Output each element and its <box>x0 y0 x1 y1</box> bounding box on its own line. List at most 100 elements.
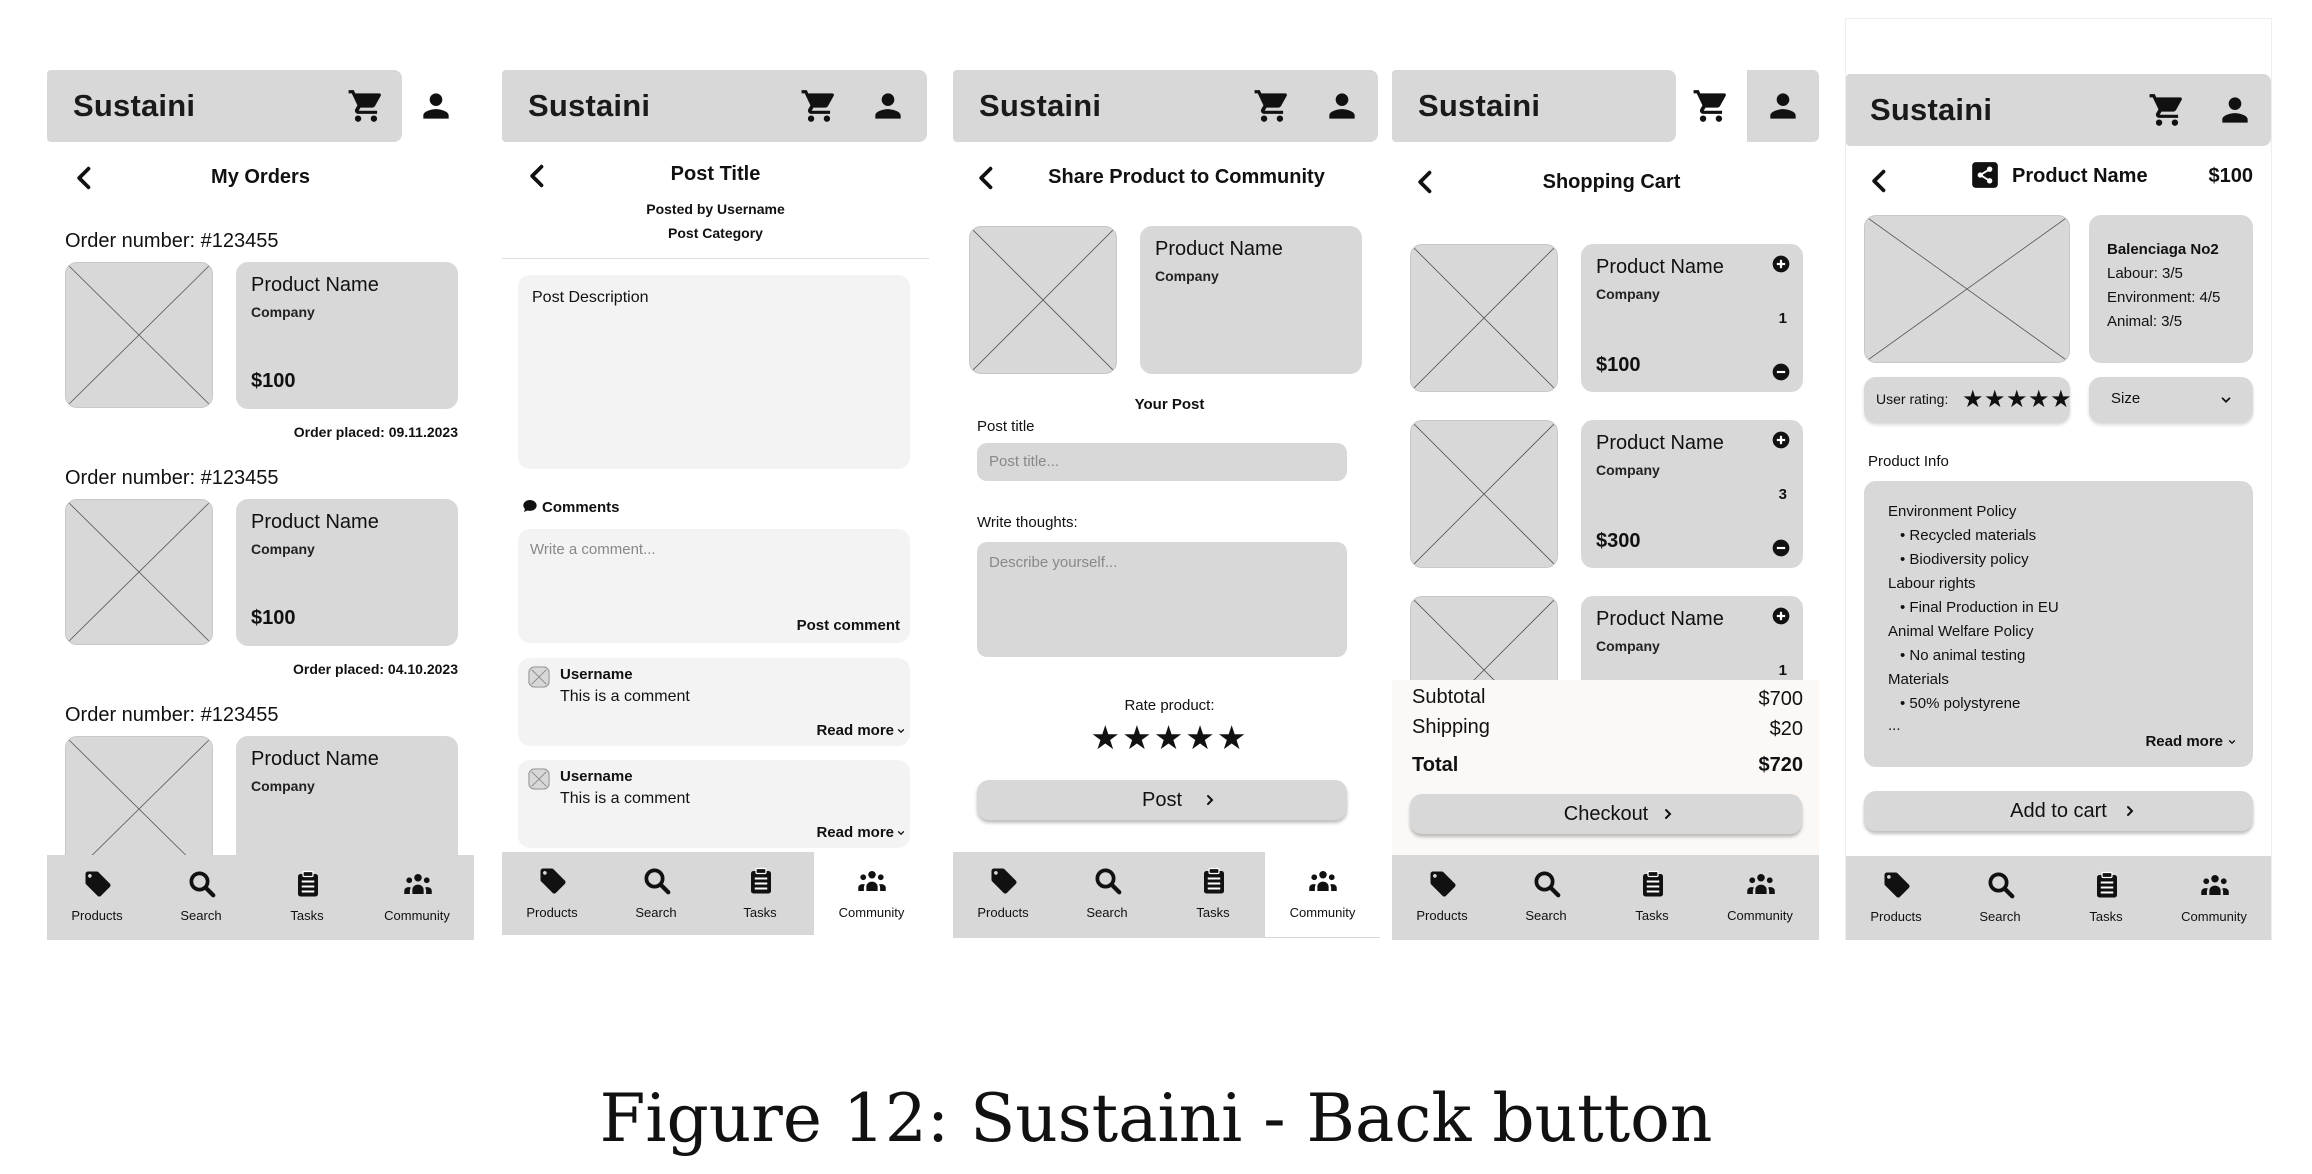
user-icon[interactable] <box>1764 87 1802 125</box>
tag-icon <box>989 866 1019 896</box>
cart-summary: Subtotal $700 Shipping $20 Total $720 Ch… <box>1392 680 1819 855</box>
page-title: My Orders <box>211 166 310 188</box>
size-dropdown[interactable]: Size <box>2089 377 2253 423</box>
product-price: $100 <box>2208 165 2254 187</box>
product-image-placeholder <box>1410 244 1558 392</box>
post-title-label: Post title <box>977 418 1035 435</box>
user-icon[interactable] <box>1323 87 1361 125</box>
order-product-card[interactable]: Product Name Company $100 <box>236 262 458 409</box>
nav-tasks[interactable]: Tasks <box>257 855 357 940</box>
brand-logo[interactable]: Sustaini <box>979 88 1102 123</box>
cart-icon[interactable] <box>1692 87 1730 125</box>
nav-products[interactable]: Products <box>953 852 1053 937</box>
brand-logo[interactable]: Sustaini <box>528 88 651 123</box>
plus-icon[interactable] <box>1771 606 1791 626</box>
screen-my-orders: Sustaini My Orders Order number: #123455… <box>47 18 474 940</box>
user-rating: User rating: ★★★★★ <box>1864 377 2073 423</box>
nav-products[interactable]: Products <box>47 855 147 940</box>
cart-item-card: Product Name Company $100 1 <box>1581 244 1803 392</box>
nav-community[interactable]: Community <box>2164 856 2264 940</box>
comment-input[interactable]: Write a comment... Post comment <box>518 529 910 643</box>
tag-icon <box>1428 869 1458 899</box>
nav-tasks[interactable]: Tasks <box>2056 856 2156 940</box>
product-name-title: Product Name <box>2012 165 2148 187</box>
brand-logo[interactable]: Sustaini <box>1870 92 1993 127</box>
share-icon[interactable] <box>1971 161 1999 189</box>
user-icon[interactable] <box>869 87 907 125</box>
read-more-link[interactable]: Read more <box>816 824 894 841</box>
total-value: $720 <box>1758 754 1804 776</box>
cart-icon[interactable] <box>2148 91 2186 129</box>
product-image-placeholder <box>65 499 213 645</box>
nav-tasks[interactable]: Tasks <box>1602 855 1702 940</box>
post-title-input[interactable]: Post title... <box>977 443 1347 481</box>
search-icon <box>642 866 672 896</box>
avatar <box>528 768 550 790</box>
add-to-cart-button[interactable]: Add to cart <box>1864 791 2253 831</box>
thoughts-textarea[interactable]: Describe yourself... <box>977 542 1347 657</box>
brand-logo[interactable]: Sustaini <box>1418 88 1541 123</box>
product-image-placeholder <box>1864 215 2070 363</box>
nav-products[interactable]: Products <box>1846 856 1946 940</box>
nav-products[interactable]: Products <box>1392 855 1492 940</box>
nav-search[interactable]: Search <box>151 855 251 940</box>
checkout-button[interactable]: Checkout <box>1410 794 1802 834</box>
screen-share-product: Sustaini Share Product to Community Prod… <box>953 18 1380 940</box>
product-info-box: Environment Policy • Recycled materials … <box>1864 481 2253 767</box>
top-bar: Sustaini <box>1846 74 2271 146</box>
minus-icon[interactable] <box>1771 362 1791 382</box>
figure-caption: Figure 12: Sustaini - Back button <box>599 1080 1713 1157</box>
search-icon <box>1093 866 1123 896</box>
chevron-right-icon <box>1202 792 1218 808</box>
nav-products[interactable]: Products <box>502 852 602 937</box>
post-button[interactable]: Post <box>977 780 1347 820</box>
nav-community[interactable]: Community <box>1265 852 1380 937</box>
nav-community[interactable]: Community <box>1710 855 1810 940</box>
cart-icon[interactable] <box>800 87 838 125</box>
community-icon <box>2200 870 2230 900</box>
nav-tasks[interactable]: Tasks <box>1163 852 1263 937</box>
order-number: Order number: #123455 <box>65 467 279 489</box>
nav-search[interactable]: Search <box>606 852 706 937</box>
community-icon <box>403 869 433 899</box>
order-product-card[interactable]: Product Name Company $100 <box>236 499 458 646</box>
tag-icon <box>1882 870 1912 900</box>
top-bar: Sustaini <box>953 70 1380 142</box>
plus-icon[interactable] <box>1771 254 1791 274</box>
nav-search[interactable]: Search <box>1950 856 2050 940</box>
brand-logo[interactable]: Sustaini <box>73 88 196 123</box>
cart-icon[interactable] <box>1253 87 1291 125</box>
rating-stars: ★★★★★ <box>1962 386 2073 413</box>
product-image-placeholder <box>1410 420 1558 568</box>
bottom-nav: Products Search Tasks Community <box>47 855 474 940</box>
search-icon <box>1986 870 2016 900</box>
chevron-down-icon <box>2227 737 2237 747</box>
clipboard-icon <box>2092 870 2122 900</box>
clipboard-icon <box>746 866 776 896</box>
post-comment-button[interactable]: Post comment <box>796 617 900 634</box>
back-button-icon[interactable] <box>1866 165 1894 197</box>
minus-icon[interactable] <box>1771 538 1791 558</box>
plus-icon[interactable] <box>1771 430 1791 450</box>
bottom-nav: Products Search Tasks Community <box>502 852 929 937</box>
comments-label: Comments <box>542 499 620 516</box>
tag-icon <box>538 866 568 896</box>
read-more-link[interactable]: Read more <box>2145 733 2223 750</box>
nav-search[interactable]: Search <box>1057 852 1157 937</box>
read-more-link[interactable]: Read more <box>816 722 894 739</box>
chevron-down-icon <box>896 828 906 838</box>
user-icon[interactable] <box>2216 91 2254 129</box>
nav-tasks[interactable]: Tasks <box>710 852 810 937</box>
screen-post: Sustaini Post Title Posted by Username P… <box>502 18 929 940</box>
rate-label: Rate product: <box>1124 697 1215 714</box>
community-icon <box>1308 866 1338 896</box>
quantity: 3 <box>1778 486 1787 503</box>
cart-icon[interactable] <box>347 87 385 125</box>
star-rating-input[interactable]: ★★★★★ <box>1090 719 1249 756</box>
nav-search[interactable]: Search <box>1496 855 1596 940</box>
user-icon[interactable] <box>417 87 455 125</box>
post-author[interactable]: Posted by Username <box>646 201 785 217</box>
tag-icon <box>83 869 113 899</box>
nav-community[interactable]: Community <box>367 855 467 940</box>
nav-community[interactable]: Community <box>814 852 929 937</box>
